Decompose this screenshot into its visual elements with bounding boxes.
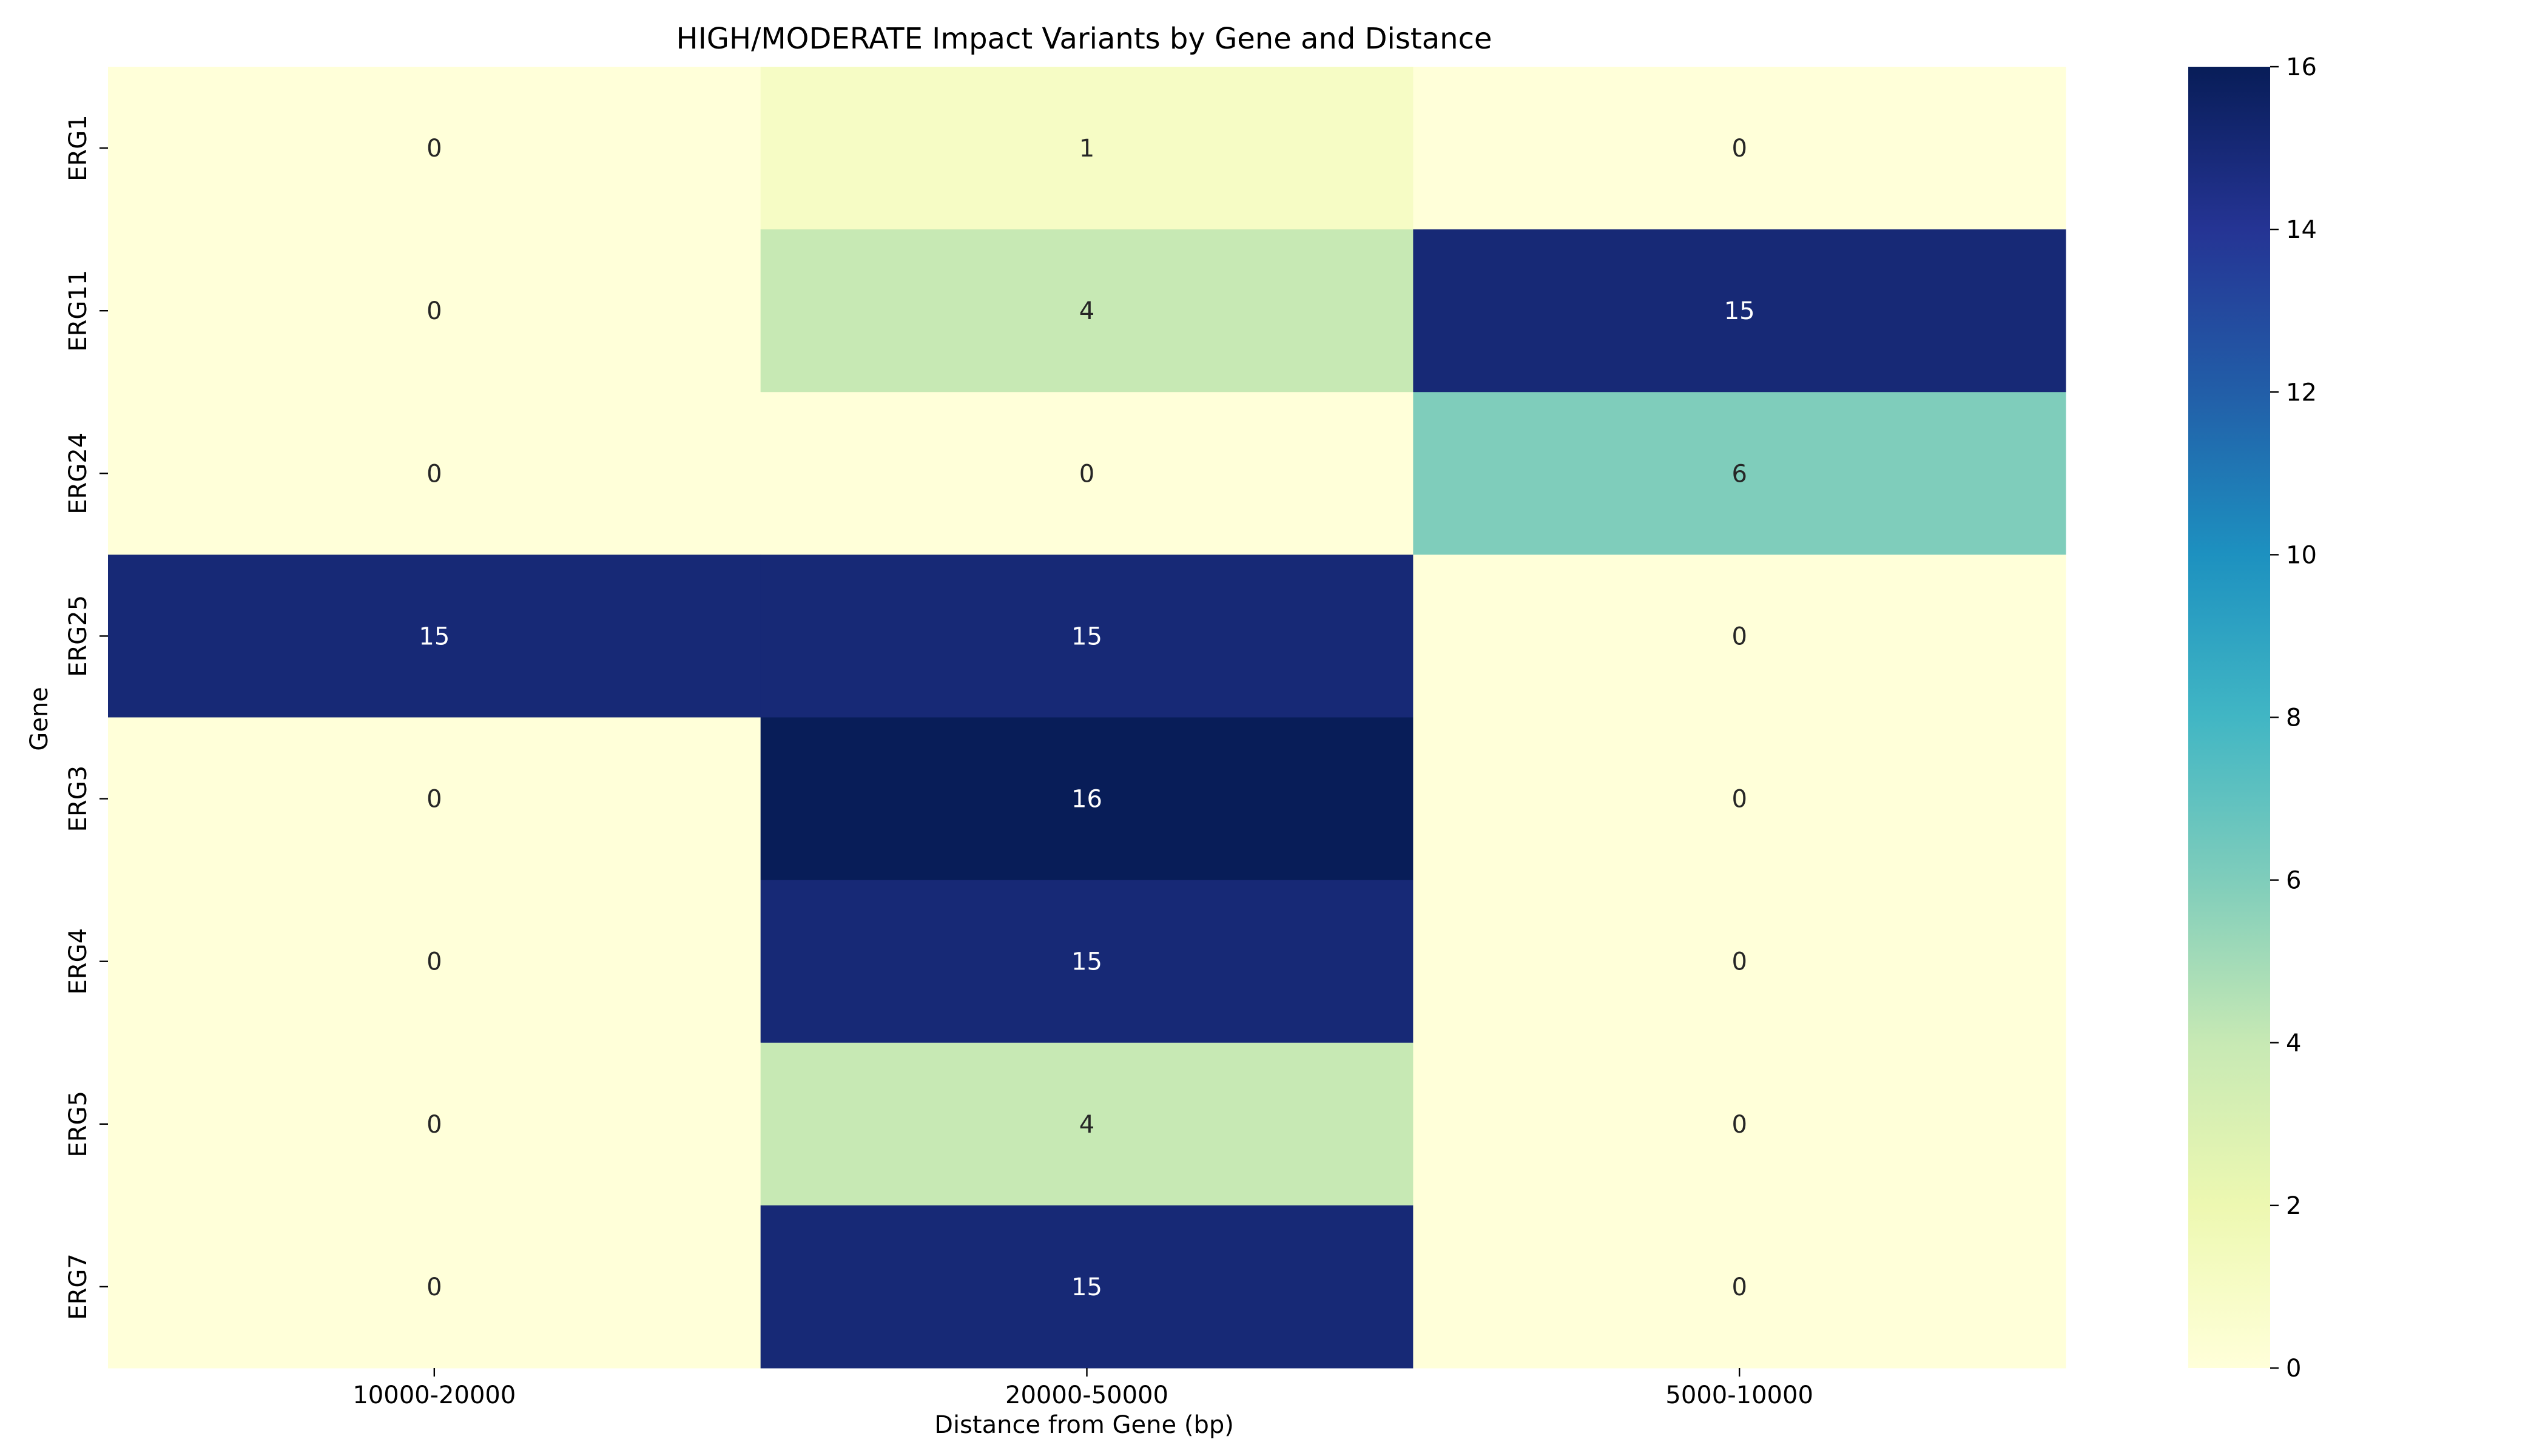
heatmap-cell xyxy=(760,717,1414,881)
cell-value-label: 0 xyxy=(426,1273,442,1301)
y-tick-label: ERG4 xyxy=(64,928,92,995)
heatmap-cell xyxy=(1413,880,2066,1043)
heatmap-cell xyxy=(1413,67,2066,230)
cell-value-label: 4 xyxy=(1079,1111,1094,1139)
heatmap-cell xyxy=(760,229,1414,393)
cell-value-label: 0 xyxy=(426,135,442,163)
colorbar-tick-label: 8 xyxy=(2286,704,2301,732)
y-tick-label: ERG25 xyxy=(64,595,92,677)
colorbar: 0 2 4 6 8 10 12 14 16 xyxy=(2188,53,2317,1383)
colorbar-tick-label: 14 xyxy=(2286,216,2317,244)
x-tick-label: 10000-20000 xyxy=(352,1381,516,1409)
heatmap-cell xyxy=(760,1205,1414,1369)
cell-value-label: 15 xyxy=(1724,297,1755,325)
cell-value-label: 0 xyxy=(426,1111,442,1139)
heatmap-cell xyxy=(760,1042,1414,1206)
heatmap-cell xyxy=(1413,1042,2066,1206)
heatmap-cell xyxy=(760,392,1414,555)
colorbar-tick-label: 12 xyxy=(2286,379,2317,406)
y-axis-ticks: ERG1 ERG11 ERG24 ERG25 ERG3 ERG4 ERG5 ERG7 xyxy=(64,115,108,1320)
heatmap-cell xyxy=(108,1205,761,1369)
heatmap-cell xyxy=(108,67,761,230)
y-tick-label: ERG24 xyxy=(64,433,92,514)
colorbar-tick-label: 4 xyxy=(2286,1030,2301,1057)
heatmap-cell xyxy=(760,554,1414,718)
colorbar-tick-label: 2 xyxy=(2286,1192,2301,1220)
cell-value-label: 0 xyxy=(1079,460,1094,488)
x-tick-label: 20000-50000 xyxy=(1005,1381,1168,1409)
cell-value-label: 0 xyxy=(426,948,442,976)
cell-annotations: 0 1 0 0 4 15 0 0 6 15 15 0 0 16 0 0 15 0 0 4 0 0 15 0 xyxy=(419,135,1754,1301)
cell-value-label: 0 xyxy=(1731,1273,1747,1301)
y-tick-label: ERG3 xyxy=(64,766,92,832)
y-tick-label: ERG1 xyxy=(64,115,92,181)
cell-value-label: 0 xyxy=(426,297,442,325)
y-axis-label: Gene xyxy=(25,687,53,751)
y-tick-label: ERG7 xyxy=(64,1253,92,1320)
cell-value-label: 0 xyxy=(1731,622,1747,650)
heatmap-cell xyxy=(1413,717,2066,881)
chart-title: HIGH/MODERATE Impact Variants by Gene an… xyxy=(676,22,1492,56)
cell-value-label: 15 xyxy=(1071,1273,1102,1301)
heatmap-cell xyxy=(108,392,761,555)
cell-value-label: 0 xyxy=(426,460,442,488)
cell-value-label: 0 xyxy=(1731,1111,1747,1139)
heatmap-cells xyxy=(108,67,2066,1369)
heatmap-cell xyxy=(108,717,761,881)
cell-value-label: 16 xyxy=(1071,786,1102,814)
cell-value-label: 15 xyxy=(419,622,450,650)
x-axis-label: Distance from Gene (bp) xyxy=(934,1411,1234,1439)
heatmap-cell xyxy=(108,229,761,393)
cell-value-label: 0 xyxy=(1731,948,1747,976)
heatmap-cell xyxy=(1413,1205,2066,1369)
heatmap-cell xyxy=(760,67,1414,230)
heatmap-cell xyxy=(1413,554,2066,718)
colorbar-tick-label: 6 xyxy=(2286,867,2301,895)
cell-value-label: 0 xyxy=(1731,135,1747,163)
heatmap-cell xyxy=(1413,229,2066,393)
cell-value-label: 0 xyxy=(1731,786,1747,814)
heatmap-cell xyxy=(760,880,1414,1043)
heatmap-cell xyxy=(108,1042,761,1206)
colorbar-tick-label: 0 xyxy=(2286,1355,2301,1383)
heatmap-cell xyxy=(108,880,761,1043)
y-tick-label: ERG5 xyxy=(64,1091,92,1158)
colorbar-ticks: 0 2 4 6 8 10 12 14 16 xyxy=(2270,53,2317,1383)
heatmap-cell xyxy=(1413,392,2066,555)
cell-value-label: 4 xyxy=(1079,297,1094,325)
x-tick-label: 5000-10000 xyxy=(1665,1381,1813,1409)
cell-value-label: 15 xyxy=(1071,622,1102,650)
x-axis-ticks: 10000-20000 20000-50000 5000-10000 xyxy=(352,1368,1813,1409)
cell-value-label: 1 xyxy=(1079,135,1094,163)
heatmap-cell xyxy=(108,554,761,718)
cell-value-label: 15 xyxy=(1071,948,1102,976)
colorbar-tick-label: 16 xyxy=(2286,53,2317,81)
colorbar-gradient xyxy=(2188,67,2270,1368)
cell-value-label: 6 xyxy=(1731,460,1747,488)
cell-value-label: 0 xyxy=(426,786,442,814)
y-tick-label: ERG11 xyxy=(64,270,92,352)
colorbar-tick-label: 10 xyxy=(2286,541,2317,569)
